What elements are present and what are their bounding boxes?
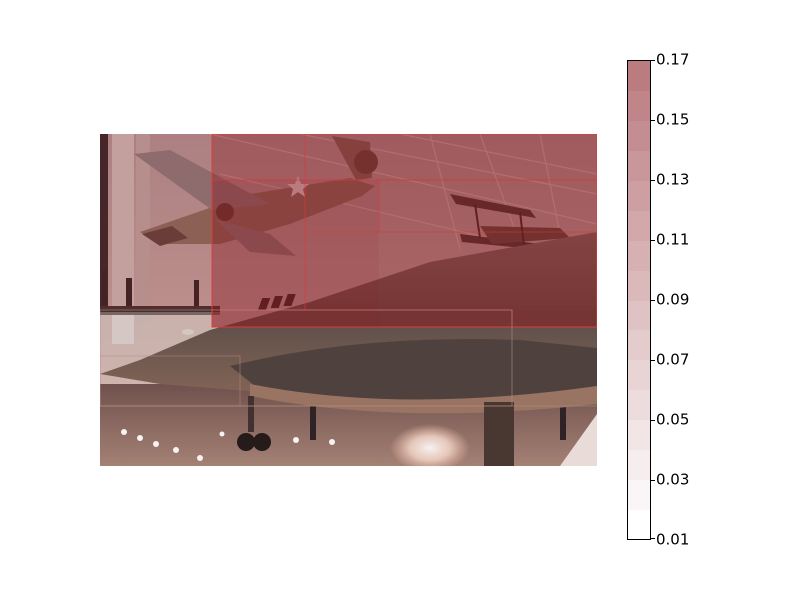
colorbar-band <box>628 180 650 211</box>
colorbar-band <box>628 270 650 301</box>
colorbar-tick-label: 0.07 <box>656 350 690 369</box>
colorbar-tick-label: 0.01 <box>656 530 690 549</box>
colorbar-tick-mark <box>651 360 655 361</box>
colorbar-tick-mark <box>651 480 655 481</box>
colorbar-tick-mark <box>651 240 655 241</box>
colorbar-tick-label: 0.05 <box>656 410 690 429</box>
colorbar-band <box>628 90 650 122</box>
colorbar-band <box>628 210 650 241</box>
colorbar-tick-mark <box>651 538 655 539</box>
colorbar-tick-label: 0.11 <box>656 230 690 249</box>
colorbar-tick-mark <box>651 300 655 301</box>
colorbar-band <box>628 419 650 450</box>
colorbar <box>627 60 651 540</box>
colorbar-band <box>628 61 650 92</box>
colorbar-tick-label: 0.03 <box>656 470 690 489</box>
colorbar-band <box>628 120 650 152</box>
colorbar-tick-label: 0.09 <box>656 290 690 309</box>
colorbar-tick-label: 0.15 <box>656 110 690 129</box>
heatmap-photo <box>100 134 597 466</box>
colorbar-tick-mark <box>651 120 655 121</box>
colorbar-band <box>628 449 650 480</box>
colorbar-band <box>628 359 650 391</box>
colorbar-band <box>628 300 650 331</box>
heatmap-overlay <box>100 134 597 466</box>
colorbar-band <box>628 389 650 420</box>
colorbar-tick-mark <box>651 420 655 421</box>
colorbar-band <box>628 240 650 271</box>
colorbar-tick-mark <box>651 60 655 61</box>
colorbar-band <box>628 479 650 510</box>
colorbar-band <box>628 509 650 539</box>
colorbar-band <box>628 150 650 181</box>
colorbar-band <box>628 329 650 361</box>
colorbar-tick-label: 0.13 <box>656 170 690 189</box>
colorbar-tick-mark <box>651 180 655 181</box>
colorbar-tick-label: 0.17 <box>656 50 690 69</box>
